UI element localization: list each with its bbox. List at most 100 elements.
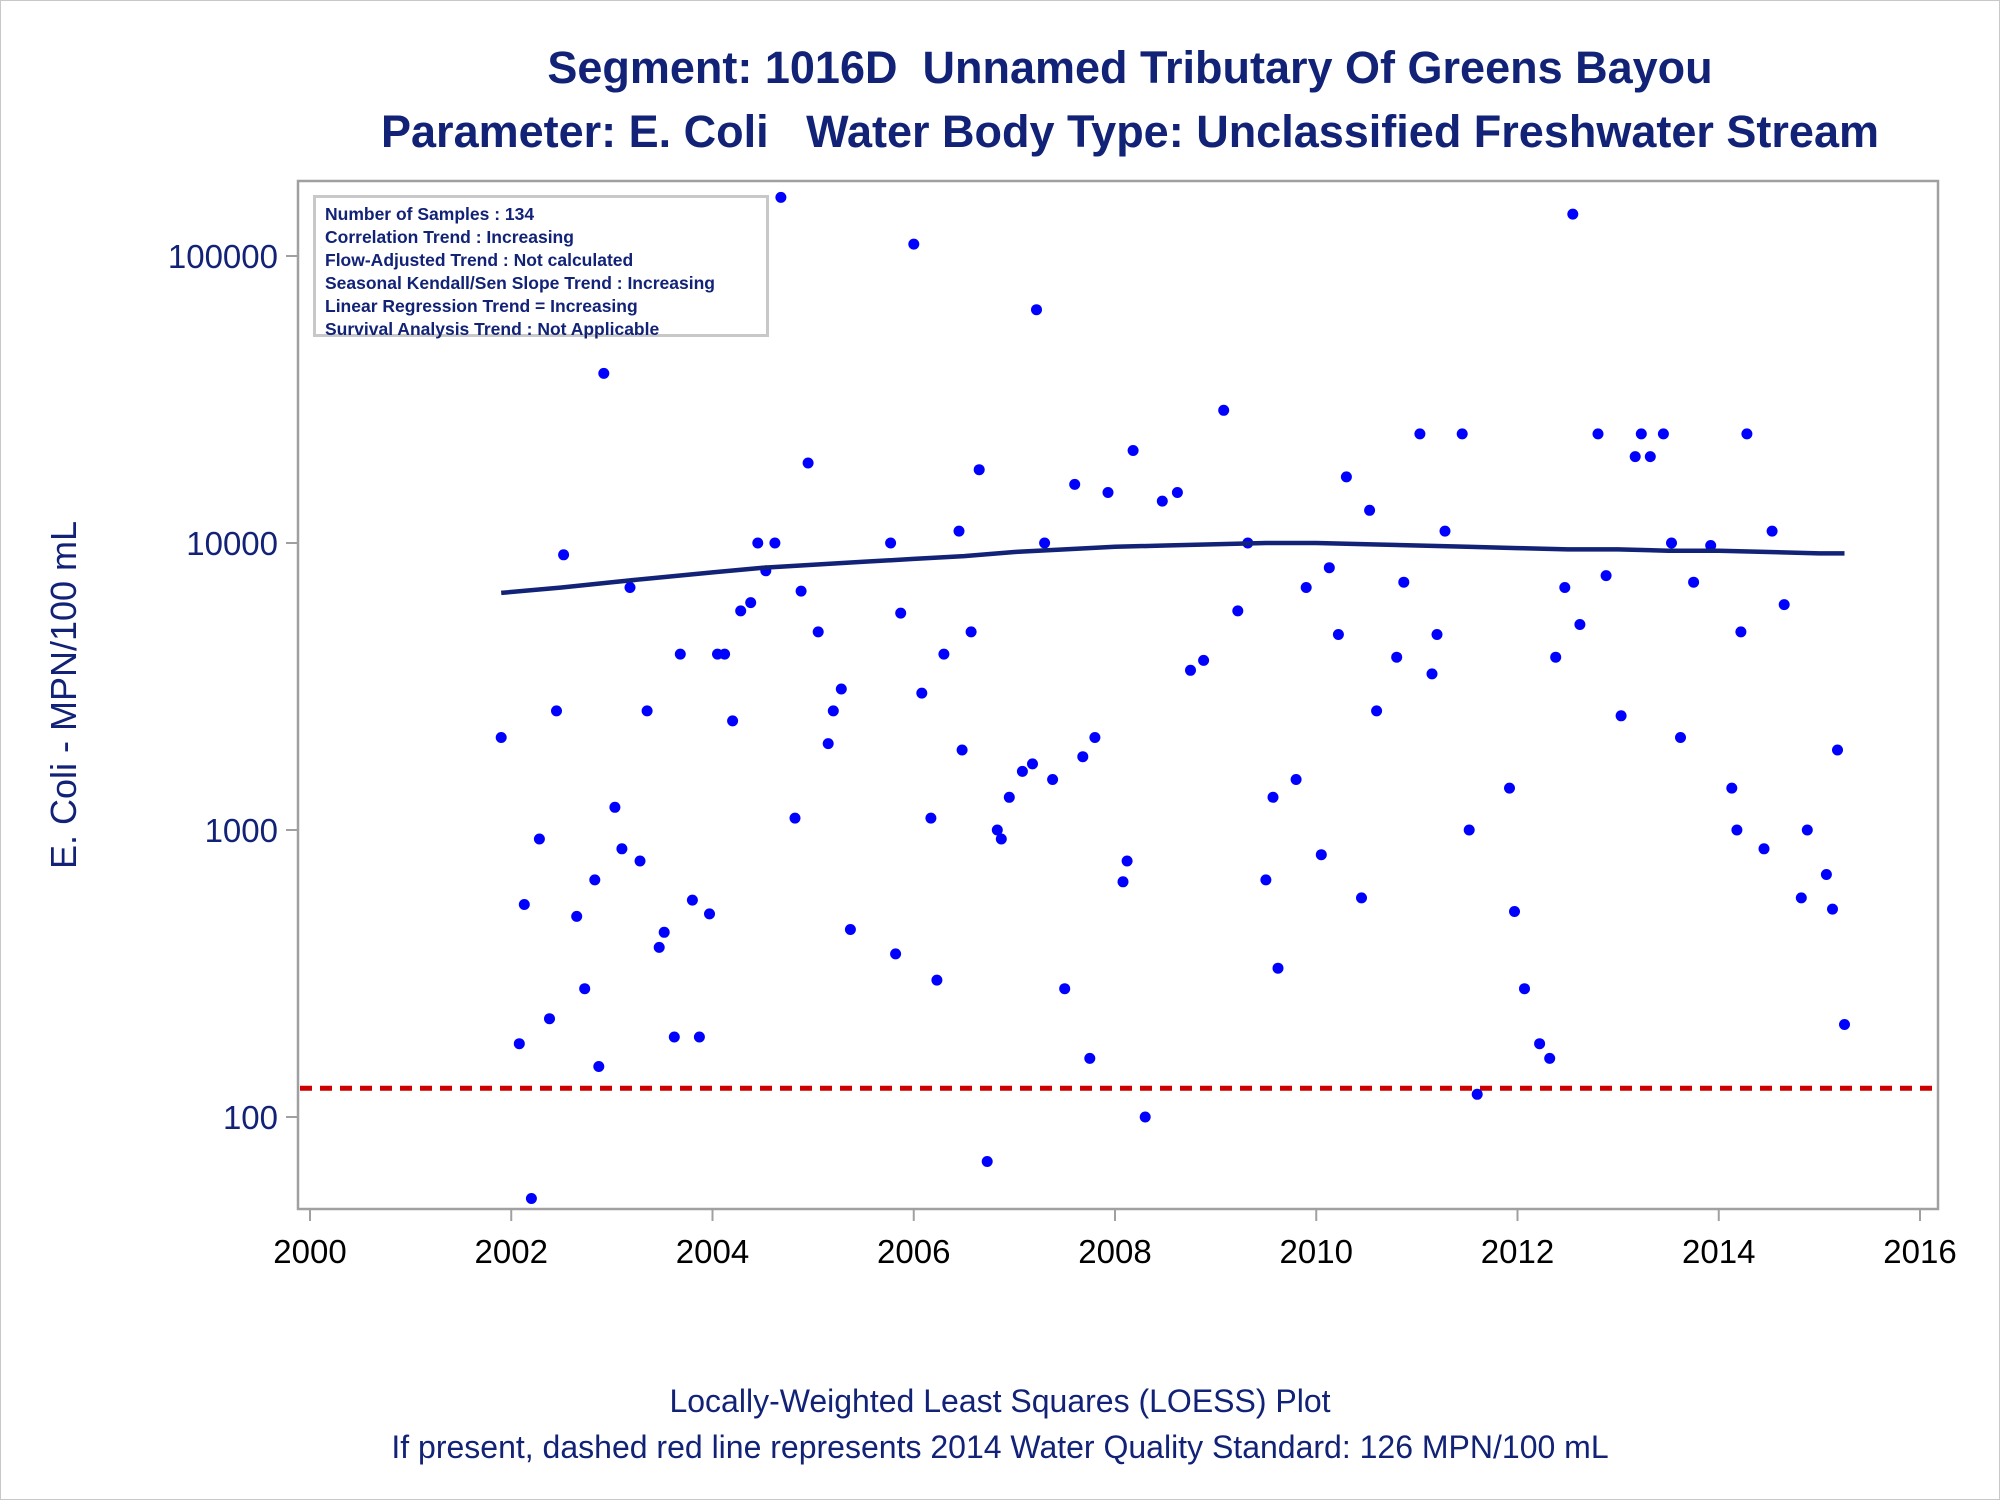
data-point — [775, 191, 787, 203]
data-point — [1439, 525, 1451, 537]
data-point — [727, 715, 739, 727]
stat-line: Number of Samples : 134 — [325, 204, 535, 224]
data-point — [1801, 824, 1813, 836]
footnote-plot-type: Locally-Weighted Least Squares (LOESS) P… — [669, 1383, 1331, 1419]
data-point — [1127, 445, 1139, 456]
data-point — [1185, 664, 1196, 676]
data-point — [795, 585, 807, 597]
x-tick-label: 2014 — [1682, 1233, 1755, 1270]
data-point — [1509, 906, 1520, 917]
data-point — [1666, 537, 1677, 549]
data-point — [658, 926, 670, 938]
stat-line: Linear Regression Trend = Increasing — [325, 296, 638, 316]
data-point — [1084, 1052, 1096, 1064]
stat-line: Seasonal Kendall/Sen Slope Trend : Incre… — [325, 273, 715, 293]
data-point — [1102, 487, 1114, 498]
data-point — [1391, 651, 1403, 663]
data-point — [1323, 562, 1335, 574]
data-point — [653, 941, 665, 953]
data-point — [674, 648, 686, 660]
data-point — [589, 874, 601, 886]
y-tick-label: 100000 — [168, 238, 278, 275]
data-points — [495, 191, 1850, 1204]
stat-line: Correlation Trend : Increasing — [325, 227, 574, 247]
data-point — [1534, 1038, 1546, 1050]
loess-line — [500, 540, 1845, 596]
data-point — [544, 1013, 555, 1025]
data-point — [1544, 1052, 1556, 1064]
data-point — [1272, 962, 1284, 974]
data-point — [908, 238, 920, 250]
data-point — [1688, 576, 1700, 588]
data-point — [953, 525, 965, 537]
data-point — [1519, 983, 1530, 995]
data-point — [1171, 487, 1183, 498]
data-point — [1431, 629, 1443, 640]
data-point — [925, 812, 937, 824]
trend-stats-box: Number of Samples : 134 Correlation Tren… — [313, 195, 769, 339]
data-point — [1027, 758, 1038, 770]
data-point — [533, 833, 545, 845]
data-point — [1371, 705, 1383, 717]
data-point — [973, 464, 985, 476]
data-point — [1726, 782, 1738, 794]
data-point — [1741, 428, 1753, 440]
data-point — [885, 537, 897, 549]
data-point — [1550, 651, 1562, 663]
data-point — [1766, 525, 1778, 537]
data-point — [981, 1156, 993, 1167]
data-point — [1504, 782, 1515, 794]
data-point — [1267, 791, 1279, 803]
data-point — [991, 824, 1003, 836]
data-point — [1795, 892, 1807, 904]
x-tick-label: 2008 — [1078, 1233, 1151, 1270]
data-point — [616, 843, 628, 855]
data-point — [812, 626, 824, 638]
data-point — [1644, 451, 1656, 463]
data-point — [1758, 843, 1770, 855]
data-point — [735, 605, 747, 617]
data-point — [1218, 404, 1230, 416]
data-point — [641, 705, 653, 717]
x-tick-label: 2012 — [1481, 1233, 1554, 1270]
data-point — [513, 1038, 525, 1050]
data-point — [1463, 824, 1475, 836]
data-point — [1315, 849, 1327, 861]
y-tick-label: 1000 — [205, 812, 278, 849]
data-point — [1089, 732, 1101, 743]
data-point — [1356, 892, 1367, 904]
data-point — [1117, 876, 1129, 888]
data-point — [1059, 983, 1071, 995]
data-point — [1635, 428, 1647, 440]
y-axis-label: E. Coli - MPN/100 mL — [43, 521, 84, 869]
x-tick-label: 2004 — [676, 1233, 749, 1270]
data-point — [1364, 504, 1376, 516]
data-point — [1832, 744, 1843, 756]
data-point — [525, 1193, 537, 1204]
data-point — [1735, 626, 1747, 638]
y-tick-label: 100 — [223, 1099, 278, 1136]
chart-title: Segment: 1016D Unnamed Tributary Of Gree… — [547, 42, 1713, 93]
data-point — [1592, 428, 1604, 440]
data-point — [1121, 855, 1133, 867]
data-point — [965, 626, 977, 638]
data-point — [1340, 471, 1352, 483]
data-point — [1332, 629, 1344, 640]
chart-subtitle: Parameter: E. Coli Water Body Type: Uncl… — [381, 106, 1879, 157]
footnote-standard: If present, dashed red line represents 2… — [391, 1429, 1609, 1465]
data-point — [1290, 774, 1302, 785]
data-point — [1827, 903, 1838, 915]
data-point — [822, 738, 834, 750]
data-point — [1657, 428, 1669, 440]
data-point — [1615, 710, 1627, 722]
data-point — [1456, 428, 1468, 440]
data-point — [1398, 576, 1410, 588]
data-point — [1016, 765, 1028, 777]
data-point — [1232, 605, 1244, 617]
data-point — [1778, 599, 1790, 611]
data-point — [571, 910, 583, 922]
data-point — [835, 683, 847, 695]
data-point — [1047, 774, 1059, 785]
data-point — [827, 705, 839, 717]
